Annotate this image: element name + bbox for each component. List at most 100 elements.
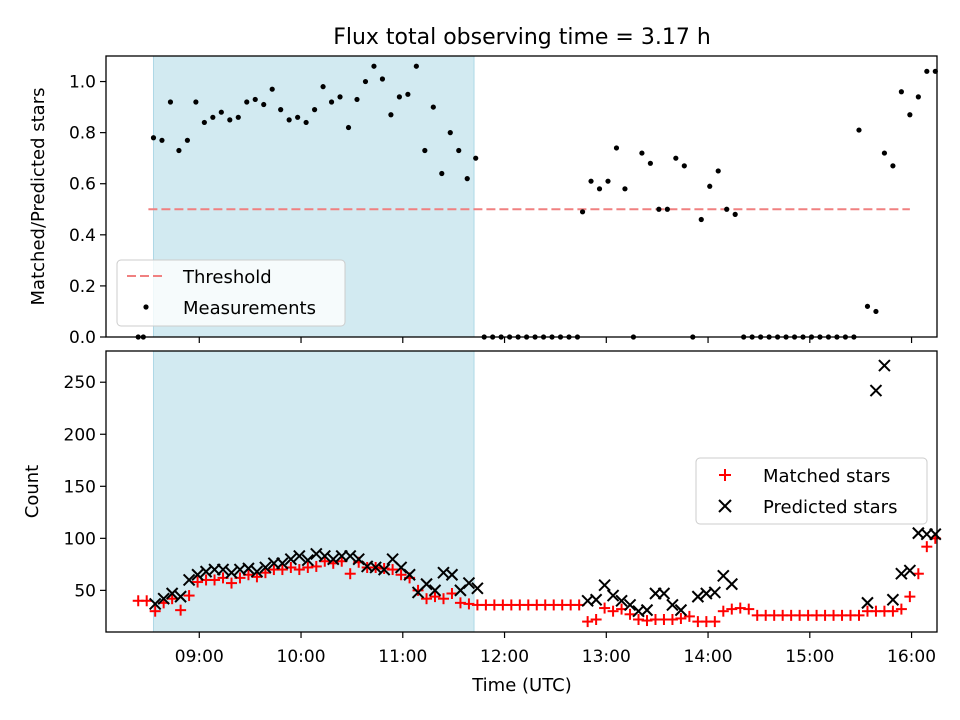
measurement-point (269, 86, 275, 92)
predicted-point (615, 594, 628, 607)
predicted-point (377, 563, 391, 576)
matched-point (454, 597, 466, 609)
predicted-point (598, 578, 611, 592)
predicted-point (895, 567, 908, 580)
predicted-legend-marker (718, 499, 732, 513)
predicted-point (148, 597, 162, 611)
predicted-point (182, 573, 196, 587)
top-axes-frame (105, 55, 938, 338)
matched-point (166, 593, 178, 605)
matched-point (149, 605, 161, 617)
predicted-point (886, 593, 900, 606)
measurement-point (588, 178, 594, 184)
measurement-point (422, 147, 428, 154)
measurement-point (379, 76, 386, 82)
measurement-point (210, 114, 216, 120)
matched-legend-marker (719, 469, 731, 481)
measurement-point (864, 303, 871, 309)
measurement-point (898, 89, 904, 95)
matched-point (743, 603, 755, 615)
predicted-point (708, 586, 722, 599)
measurement-point (732, 211, 738, 217)
predicted-point (174, 590, 187, 603)
predicted-point (691, 590, 705, 603)
measurement-point (430, 104, 436, 110)
predicted-point (929, 527, 942, 541)
matched-point (599, 602, 611, 614)
predicted-point (327, 552, 340, 566)
measurement-point (303, 119, 309, 126)
bottom-axes-frame (105, 350, 938, 633)
y-tick-label: 100 (64, 529, 96, 549)
predicted-point (462, 576, 476, 590)
measurement-point (873, 308, 879, 315)
y-tick-label: 150 (64, 477, 96, 497)
matched-point (276, 564, 288, 576)
measurement-point (907, 112, 913, 118)
measurement-point (388, 112, 394, 118)
measurement-point (320, 84, 326, 90)
matched-point (259, 567, 271, 579)
measurement-point (362, 78, 369, 85)
matched-point (395, 569, 407, 581)
predicted-point (725, 577, 739, 591)
matched-legend-label: Matched stars (763, 466, 890, 487)
predicted-point (403, 568, 416, 581)
threshold-legend-label: Threshold (182, 267, 272, 288)
matched-point (717, 605, 729, 617)
x-tick-label: 10:00 (277, 647, 326, 667)
matched-point (437, 593, 449, 605)
measurement-point (244, 99, 250, 105)
count-panel: 50 100 150 200 250 09:00 10:00 11:00 12:00 13:00… (22, 350, 942, 696)
measurement-point (915, 94, 921, 100)
measurement-point (881, 150, 888, 156)
measurement-point (328, 99, 335, 105)
measurement-point (345, 124, 352, 131)
predicted-star-points (148, 359, 942, 618)
predicted-point (157, 592, 170, 605)
predicted-point (428, 584, 442, 597)
measurement-point (656, 206, 662, 212)
x-tick-label: 13:00 (582, 647, 631, 667)
predicted-point (471, 582, 484, 595)
measurement-point (605, 178, 611, 184)
matched-point (853, 609, 865, 621)
bottom-y-ticks: 50 100 150 200 250 (64, 373, 106, 601)
measurement-point (673, 155, 679, 161)
measurement-point (354, 96, 360, 103)
measurement-point (193, 99, 199, 105)
measurement-point (295, 114, 301, 120)
predicted-point (640, 603, 654, 617)
matched-point (192, 576, 204, 588)
predicted-point (589, 593, 603, 606)
measurement-point (413, 63, 419, 69)
predicted-point (259, 561, 272, 574)
measurement-point (218, 109, 224, 115)
predicted-point (284, 552, 298, 566)
matched-point (675, 612, 687, 624)
measurement-point (613, 145, 620, 151)
observing-window-shade (152, 350, 475, 633)
measurement-point (311, 107, 318, 113)
x-tick-label: 16:00 (887, 647, 936, 667)
measurement-point (698, 216, 704, 223)
measurement-point (681, 163, 687, 169)
matched-point (175, 604, 187, 616)
predicted-point (276, 557, 289, 570)
top-legend-box (116, 259, 346, 327)
matched-point (141, 595, 153, 607)
matched-point (734, 602, 746, 614)
matched-point (624, 608, 636, 620)
predicted-point (674, 603, 688, 617)
measurement-point (724, 206, 730, 212)
measurement-point (664, 206, 670, 212)
matched-point (446, 587, 458, 599)
y-tick-label: 1.0 (69, 73, 96, 93)
y-tick-label: 0.2 (69, 277, 96, 297)
top-y-axis-label: Matched/Predicted stars (28, 88, 49, 306)
matched-point (887, 605, 899, 617)
predicted-point (250, 565, 264, 578)
matched-point (895, 603, 907, 615)
matched-point (225, 577, 237, 589)
top-x-ticks (198, 337, 913, 343)
